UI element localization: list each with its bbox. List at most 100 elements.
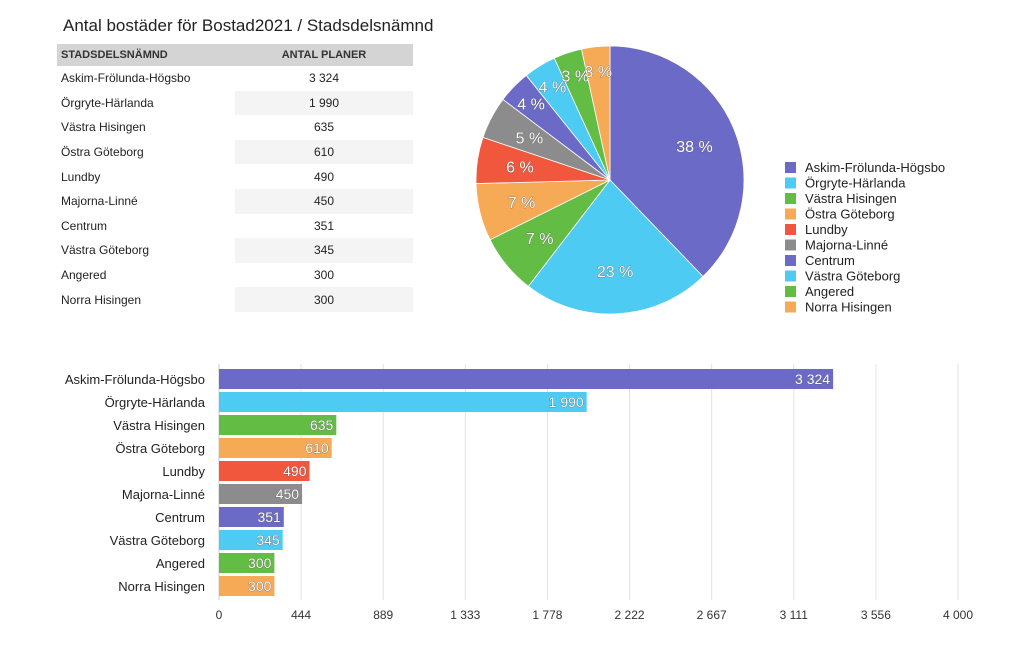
legend-label: Norra Hisingen [805, 300, 892, 315]
table-row: Norra Hisingen 300 [57, 287, 413, 312]
legend-label: Västra Göteborg [805, 269, 900, 284]
legend-label: Lundby [805, 222, 848, 237]
cell-count: 635 [313, 120, 335, 135]
x-tick-label: 4 000 [943, 608, 973, 622]
bar-value-label: 3 324 [795, 371, 830, 387]
bar-value-label: 490 [283, 463, 307, 479]
table-row: Örgryte-Härlanda 1 990 [57, 90, 413, 116]
cell-count: 450 [235, 188, 413, 214]
pie-slice [581, 45, 611, 181]
bar [219, 415, 337, 435]
x-tick-label: 3 556 [861, 608, 891, 622]
pie-slice-label: 7 % [526, 231, 554, 248]
y-tick-label: Norra Hisingen [118, 579, 205, 594]
cell-district: Östra Göteborg [61, 145, 144, 160]
x-tick-label: 1 333 [450, 608, 480, 622]
cell-district: Norra Hisingen [61, 292, 142, 307]
cell-count: 300 [235, 287, 413, 312]
bar [219, 576, 275, 596]
bar [219, 530, 283, 550]
cell-count: 351 [313, 218, 335, 233]
bar [219, 438, 332, 458]
y-tick-label: Majorna-Linné [122, 487, 205, 502]
legend-label: Angered [805, 284, 854, 299]
bar [219, 392, 587, 412]
bar-value-label: 610 [305, 440, 329, 456]
table-row: Västra Hisingen 635 [57, 115, 413, 140]
pie-slice-label: 4 % [517, 97, 545, 114]
bar-value-label: 345 [256, 532, 280, 548]
x-tick-label: 2 667 [697, 608, 727, 622]
cell-district: Askim-Frölunda-Högsbo [61, 71, 191, 86]
y-tick-label: Östra Göteborg [115, 441, 205, 456]
bar-value-label: 1 990 [549, 394, 584, 410]
bar-value-label: 450 [276, 486, 300, 502]
table-row: Majorna-Linné 450 [57, 188, 413, 214]
pie-slice-label: 3 % [562, 69, 590, 86]
data-table: STADSDELSNÄMND ANTAL PLANER Askim-Frölun… [57, 44, 413, 312]
y-tick-label: Askim-Frölunda-Högsbo [65, 372, 205, 387]
bar [219, 461, 310, 481]
cell-count: 300 [313, 268, 335, 283]
x-tick-label: 3 111 [780, 608, 809, 622]
pie-slice-label: 3 % [584, 64, 612, 81]
y-tick-label: Västra Göteborg [110, 533, 205, 548]
y-tick-label: Västra Hisingen [113, 418, 205, 433]
bar-value-label: 351 [257, 509, 281, 525]
legend-swatch [785, 270, 796, 282]
cell-district: Lundby [61, 169, 101, 184]
pie-legend: Askim-Frölunda-HögsboÖrgryte-HärlandaVäs… [785, 160, 945, 315]
legend-swatch [785, 255, 796, 266]
legend-label: Askim-Frölunda-Högsbo [805, 160, 945, 175]
cell-district: Majorna-Linné [61, 194, 138, 209]
x-tick-label: 2 222 [615, 608, 645, 622]
pie-chart: 38 %23 %7 %7 %6 %5 %4 %4 %3 %3 % [475, 45, 745, 315]
table-row: Lundby 490 [57, 164, 413, 189]
cell-count: 345 [235, 238, 413, 263]
bar [219, 553, 275, 573]
cell-district: Angered [61, 268, 107, 283]
bar [219, 507, 284, 527]
legend-swatch [785, 177, 796, 189]
cell-count: 610 [235, 139, 413, 165]
legend-swatch [785, 224, 796, 235]
pie-slice-label: 5 % [516, 131, 544, 148]
cell-count: 1 990 [235, 90, 413, 116]
legend-label: Centrum [805, 253, 855, 268]
legend-swatch [785, 286, 796, 297]
cell-district: Örgryte-Härlanda [61, 95, 154, 110]
table-row: Askim-Frölunda-Högsbo 3 324 [57, 66, 413, 91]
bar [219, 369, 834, 389]
y-tick-label: Örgryte-Härlanda [105, 395, 206, 410]
legend-swatch [785, 193, 796, 204]
y-tick-label: Centrum [155, 510, 205, 525]
legend-swatch [785, 301, 796, 313]
pie-slice-label: 7 % [508, 195, 536, 212]
x-tick-label: 889 [373, 608, 393, 622]
x-tick-label: 1 778 [532, 608, 562, 622]
x-tick-label: 444 [291, 608, 311, 622]
bar-value-label: 635 [310, 417, 334, 433]
table-row: Östra Göteborg 610 [57, 139, 413, 165]
legend-label: Örgryte-Härlanda [805, 176, 906, 191]
cell-district: Västra Göteborg [61, 243, 150, 258]
column-header-district: STADSDELSNÄMND [57, 44, 235, 66]
y-tick-label: Angered [156, 556, 205, 571]
x-tick-label: 0 [216, 608, 223, 622]
cell-count: 490 [313, 169, 335, 184]
table-row: Centrum 351 [57, 214, 413, 239]
pie-slice [609, 45, 745, 278]
cell-district: Västra Hisingen [61, 120, 146, 135]
table-row: Västra Göteborg 345 [57, 238, 413, 263]
legend-swatch [785, 208, 796, 220]
legend-swatch [785, 239, 796, 251]
pie-slice-label: 23 % [597, 264, 633, 281]
legend-label: Västra Hisingen [805, 191, 897, 206]
legend-swatch [785, 162, 796, 173]
pie-slice [527, 179, 704, 315]
bar-chart: 0 444 889 1 333 1 778 2 222 2 667 3 111 3 556 4 0… [65, 364, 973, 622]
bar [219, 484, 303, 504]
pie-slice-label: 38 % [676, 139, 712, 156]
cell-district: Centrum [61, 218, 108, 233]
